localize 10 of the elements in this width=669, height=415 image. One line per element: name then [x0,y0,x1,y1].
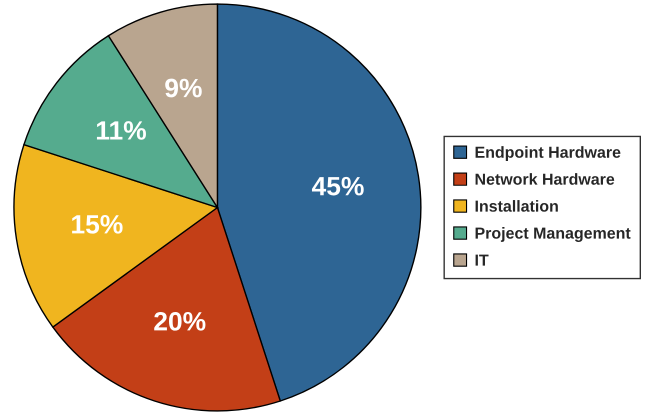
legend-label: Project Management [476,227,631,242]
data-label: 45% [312,176,364,196]
data-label: 9% [165,78,202,98]
legend-label: IT [476,254,489,266]
data-label: 15% [72,215,123,234]
data-label: 20% [154,312,206,331]
legend-label: Network Hardware [476,173,614,185]
data-label: 11% [96,121,146,140]
legend-label: Endpoint Hardware [476,146,620,162]
legend-label: Installation [476,200,558,212]
